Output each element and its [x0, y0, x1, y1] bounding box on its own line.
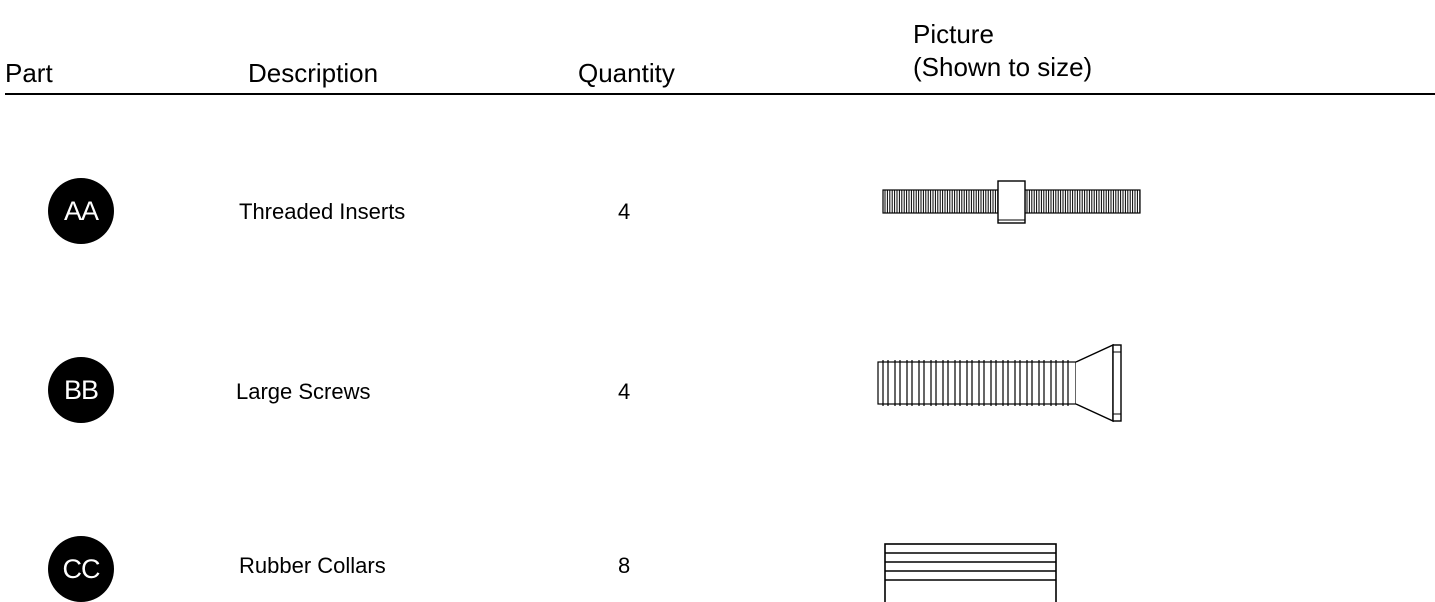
header-picture: Picture [913, 19, 994, 49]
header-part: Part [5, 58, 53, 88]
header-description: Description [248, 58, 379, 88]
threaded-insert-icon [882, 180, 1141, 224]
part-quantity: 4 [618, 199, 631, 224]
part-description: Threaded Inserts [239, 199, 406, 224]
part-badge: CC [48, 536, 114, 602]
part-badge: AA [48, 178, 114, 244]
header-picture-note: (Shown to size) [913, 52, 1093, 82]
header-divider [5, 93, 1435, 95]
rubber-collar-icon [884, 543, 1057, 602]
header-quantity: Quantity [578, 58, 675, 88]
part-description: Large Screws [236, 379, 371, 404]
part-badge: BB [48, 357, 114, 423]
large-screw-icon [877, 343, 1122, 423]
part-description: Rubber Collars [239, 553, 386, 578]
part-quantity: 8 [618, 553, 631, 578]
part-quantity: 4 [618, 379, 631, 404]
